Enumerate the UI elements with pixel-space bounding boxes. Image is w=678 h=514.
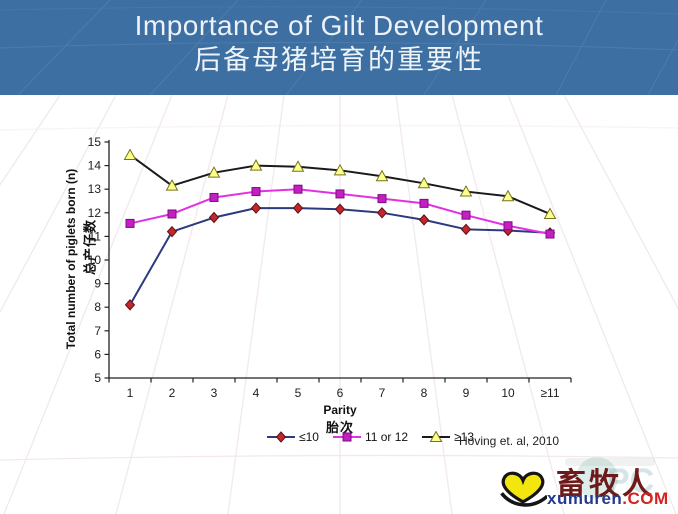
legend-item-ge13: ≥13 [421, 430, 474, 444]
data-point-marker [543, 207, 557, 219]
data-point-marker [292, 202, 304, 214]
series-line-0 [129, 207, 551, 306]
brand-domain: xumuren.COM [547, 489, 669, 509]
svg-text:PC: PC [607, 462, 654, 500]
y-tick-label: 7 [94, 324, 101, 338]
data-point-marker [419, 198, 429, 208]
data-point-marker [208, 211, 220, 224]
data-point-marker [167, 209, 177, 219]
brand-domain-name: xumuren [547, 489, 623, 508]
x-tick-label: 8 [421, 386, 428, 400]
legend-marker-11or12-icon [332, 432, 361, 442]
y-tick-label: 9 [94, 277, 101, 291]
data-point-marker [125, 218, 135, 228]
data-point-marker [251, 187, 261, 197]
slide-title: Importance of Gilt Development [134, 10, 544, 41]
legend-marker-ge13-icon [422, 431, 451, 442]
data-point-marker [342, 432, 352, 442]
data-point-marker [376, 207, 388, 219]
data-point-marker [124, 299, 136, 311]
x-tick-label: 2 [169, 386, 176, 400]
y-tick-label: 13 [88, 182, 102, 196]
chart-legend: ≤10 11 or 12 ≥13 [266, 430, 474, 444]
x-tick-label: 1 [127, 386, 134, 400]
data-point-marker [207, 166, 221, 178]
data-point-marker [293, 184, 303, 194]
data-point-marker [249, 159, 263, 171]
data-point-marker [250, 202, 262, 214]
data-point-marker [459, 185, 473, 197]
legend-marker-le10-icon [267, 431, 295, 443]
slide-header: Importance of Gilt Development 后备母猪培育的重要… [0, 0, 678, 95]
legend-label: ≤10 [299, 430, 319, 444]
x-axis-label: Parity [323, 403, 357, 417]
x-tick-label: ≥11 [540, 386, 559, 400]
y-tick-label: 5 [94, 371, 101, 385]
data-point-marker [460, 223, 472, 236]
y-tick-label: 15 [88, 135, 102, 149]
data-point-marker [501, 189, 515, 202]
x-tick-label: 10 [501, 386, 515, 400]
data-point-marker [335, 189, 345, 199]
data-point-marker [291, 160, 305, 172]
y-tick-label: 6 [94, 347, 101, 361]
brand-tld: .COM [622, 489, 669, 508]
x-axis-label-zh: 胎次 [325, 420, 355, 435]
data-point-marker [503, 221, 513, 231]
data-point-marker [275, 431, 287, 443]
y-tick-label: 11 [89, 229, 102, 243]
slide-subtitle-zh: 后备母猪培育的重要性 [194, 45, 484, 75]
y-axis-label: Total number of piglets born (n) [64, 168, 78, 350]
legend-item-11or12: 11 or 12 [332, 430, 408, 444]
data-point-marker [165, 179, 179, 191]
x-tick-label: 6 [337, 386, 344, 400]
x-tick-label: 9 [463, 386, 470, 400]
x-tick-label: 7 [379, 386, 386, 400]
y-tick-label: 8 [94, 300, 101, 314]
data-point-marker [375, 169, 389, 182]
data-point-marker [333, 163, 347, 176]
legend-label: 11 or 12 [364, 430, 409, 444]
legend-item-le10: ≤10 [266, 430, 319, 444]
data-point-marker [418, 214, 430, 226]
x-tick-label: 4 [253, 386, 260, 400]
data-point-marker [429, 431, 443, 442]
y-tick-label: 12 [88, 206, 102, 220]
data-point-marker [123, 148, 137, 160]
data-point-marker [417, 176, 431, 189]
y-tick-label: 10 [88, 253, 102, 267]
citation: Hoving et. al, 2010 [459, 434, 560, 448]
legend-label: ≥13 [454, 430, 475, 444]
data-point-marker [377, 194, 387, 204]
x-tick-label: 3 [211, 386, 218, 400]
data-point-marker [545, 229, 555, 239]
data-point-marker [209, 192, 219, 202]
y-axis-label-zh: 总产仔数 [82, 218, 98, 276]
data-point-marker [166, 225, 178, 238]
data-point-marker [461, 210, 471, 220]
watermark-decor: PC [565, 457, 655, 500]
y-tick-label: 14 [88, 159, 102, 173]
heart-icon [500, 471, 547, 507]
data-point-marker [334, 203, 346, 216]
x-tick-label: 5 [295, 386, 302, 400]
brand-name-zh: 畜牧人 [556, 468, 655, 501]
header-wireframe-decor [0, 0, 678, 95]
